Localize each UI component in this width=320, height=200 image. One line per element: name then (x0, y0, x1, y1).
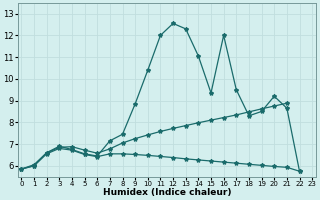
X-axis label: Humidex (Indice chaleur): Humidex (Indice chaleur) (102, 188, 231, 197)
